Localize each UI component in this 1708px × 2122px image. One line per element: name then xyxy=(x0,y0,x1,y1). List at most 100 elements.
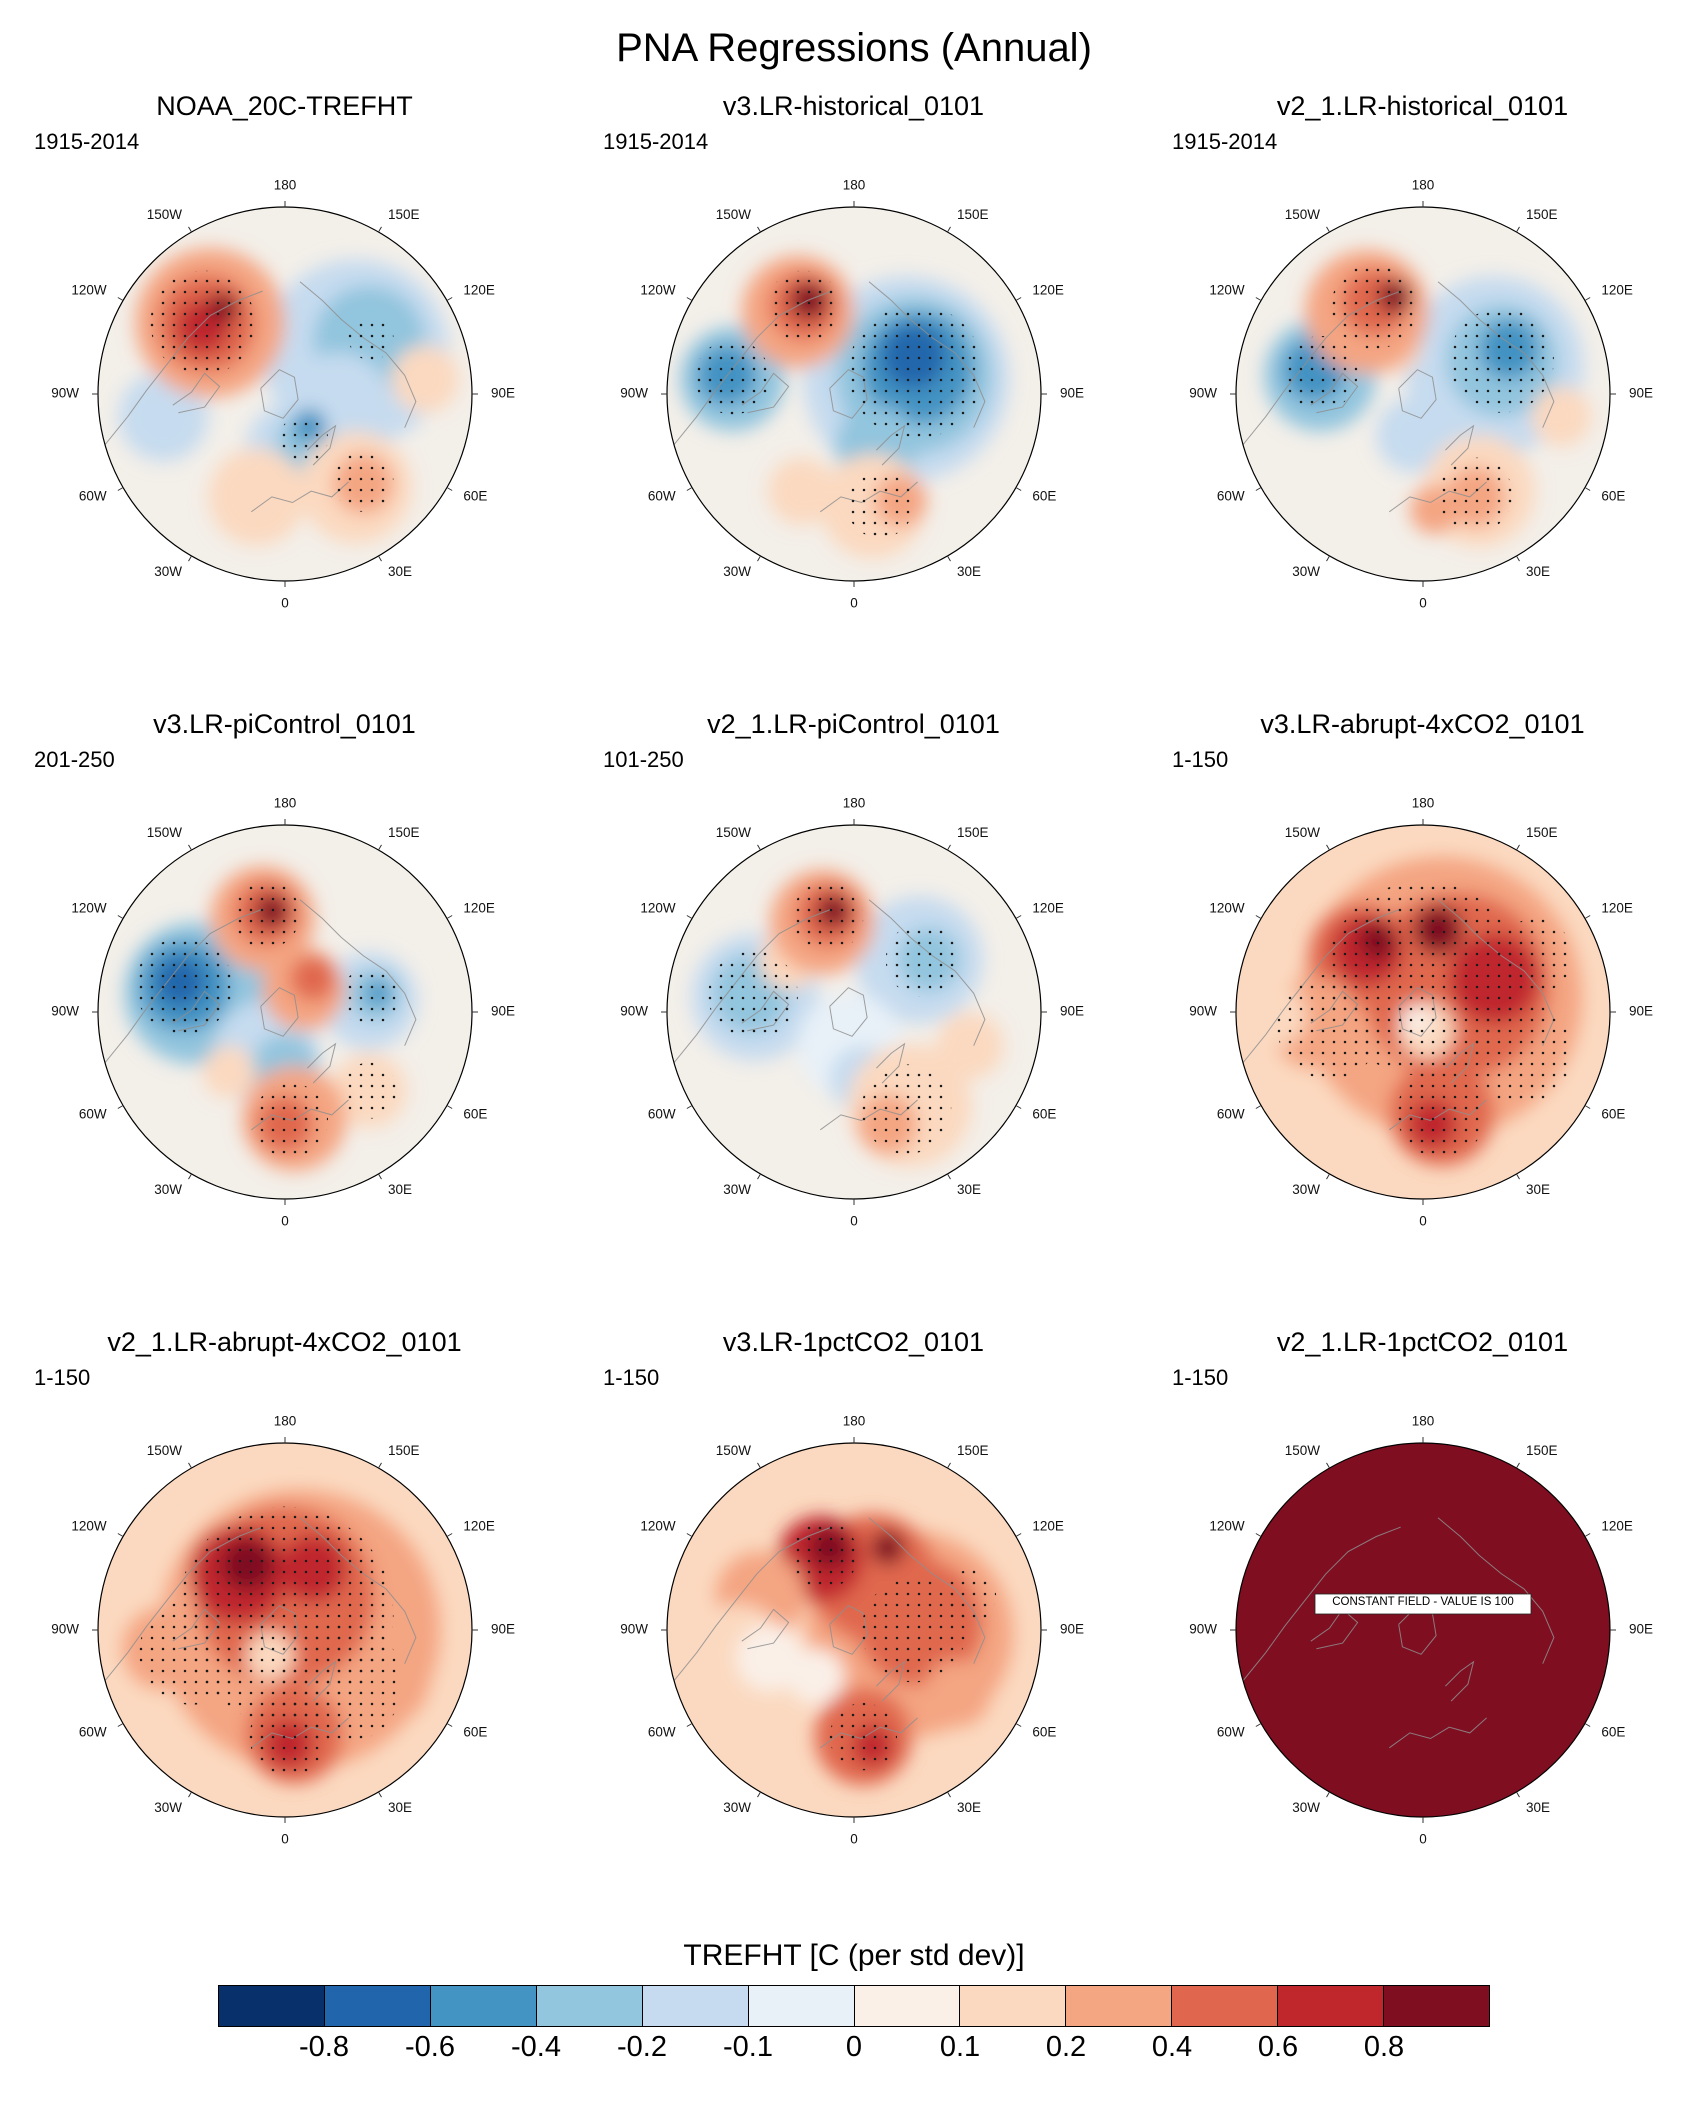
lon-label: 30W xyxy=(1292,564,1320,579)
longitude-labels: 180 150E 120E 90E 60E 30E 0 30W 60W 90W 120W 150W xyxy=(1189,178,1653,611)
lon-label: 150W xyxy=(1284,1443,1320,1458)
longitude-labels: 180 150E 120E 90E 60E 30E 0 30W 60W 90W 120W 150W xyxy=(620,1414,1084,1847)
stipple-layer xyxy=(149,270,393,512)
lon-label: 120E xyxy=(1032,283,1064,298)
lon-label: 120W xyxy=(640,283,676,298)
panels-grid: NOAA_20C-TREFHT 1915-2014 180 150E 120E 90E 60… xyxy=(0,79,1708,1933)
lon-label: 150E xyxy=(957,1443,989,1458)
lon-label: 150W xyxy=(1284,207,1320,222)
stipple-layer xyxy=(138,1506,403,1776)
figure-title: PNA Regressions (Annual) xyxy=(616,26,1092,70)
lon-label: 0 xyxy=(1419,1832,1427,1847)
lon-label: 60W xyxy=(647,489,675,504)
map-fill-layer xyxy=(666,207,1041,581)
lon-label: 120E xyxy=(463,283,495,298)
panel-8: v3.LR-1pctCO2_0101 1-150 180 150E 120E 90E 60E… xyxy=(569,1315,1138,1933)
constant-field-note: CONSTANT FIELD - VALUE IS 100 xyxy=(1314,1593,1531,1615)
colorbar-bar xyxy=(218,1985,1491,2027)
longitude-labels: 180 150E 120E 90E 60E 30E 0 30W 60W 90W 120W 150W xyxy=(51,178,515,611)
colorbar-tick-label: -0.6 xyxy=(405,2031,455,2063)
panel-title: v3.LR-abrupt-4xCO2_0101 xyxy=(1260,709,1585,739)
map-fill-layer xyxy=(97,825,472,1199)
lon-label: 120E xyxy=(463,901,495,916)
lon-label: 150E xyxy=(957,825,989,840)
panel-7: v2_1.LR-abrupt-4xCO2_0101 1-150 180 150E 120… xyxy=(0,1315,569,1933)
lon-label: 90E xyxy=(491,1004,515,1019)
lon-label: 30E xyxy=(957,1800,981,1815)
lon-label: 90W xyxy=(1189,1622,1217,1637)
lon-label: 120W xyxy=(640,901,676,916)
lon-label: 30W xyxy=(1292,1182,1320,1197)
lon-label: 30W xyxy=(723,564,751,579)
stipple-layer xyxy=(789,1521,996,1771)
stipple-layer xyxy=(1276,881,1573,1158)
panel-3: v2_1.LR-historical_0101 1915-2014 180 150E 1… xyxy=(1138,79,1707,697)
lon-label: 30E xyxy=(1526,1182,1550,1197)
lon-label: 30E xyxy=(1526,564,1550,579)
lon-label: 30W xyxy=(154,564,182,579)
lon-label: 60E xyxy=(1032,1725,1056,1740)
lon-label: 30E xyxy=(957,564,981,579)
lon-label: 60E xyxy=(1601,1107,1625,1122)
lon-label: 120E xyxy=(1032,1519,1064,1534)
lon-label: 30W xyxy=(154,1800,182,1815)
lon-label: 120W xyxy=(71,283,107,298)
lon-label: 30E xyxy=(388,1182,412,1197)
panel-title: v2_1.LR-historical_0101 xyxy=(1276,91,1569,121)
lon-label: 0 xyxy=(850,1832,858,1847)
lon-label: 180 xyxy=(842,1414,865,1429)
lon-label: 30E xyxy=(388,1800,412,1815)
panel-title: v2_1.LR-abrupt-4xCO2_0101 xyxy=(107,1327,462,1357)
lon-label: 180 xyxy=(273,796,296,811)
lon-label: 60E xyxy=(463,489,487,504)
panel-6: v3.LR-abrupt-4xCO2_0101 1-150 180 150E 120E 9… xyxy=(1138,697,1707,1315)
constant-field-note-text: CONSTANT FIELD - VALUE IS 100 xyxy=(1332,1596,1514,1608)
map-5: 180 150E 120E 90E 60E 30E 0 30W 60W 90W 120W 150W xyxy=(620,796,1084,1229)
lon-label: 60E xyxy=(463,1107,487,1122)
stipple-layer xyxy=(1282,263,1554,533)
lon-label: 150E xyxy=(388,825,420,840)
lon-label: 120W xyxy=(1209,901,1245,916)
lon-label: 120E xyxy=(1601,901,1633,916)
lon-label: 90W xyxy=(51,1004,79,1019)
lon-label: 60W xyxy=(1216,1107,1244,1122)
colorbar-segment xyxy=(641,1985,749,2027)
map-6: 180 150E 120E 90E 60E 30E 0 30W 60W 90W 120W 150W xyxy=(1189,796,1653,1229)
map-9: 180 150E 120E 90E 60E 30E 0 30W 60W 90W 120W 150W CO… xyxy=(1189,1414,1653,1847)
lon-label: 30E xyxy=(957,1182,981,1197)
map-fill-layer xyxy=(1235,1443,1610,1817)
panel-period: 1915-2014 xyxy=(34,129,140,154)
panel-period: 1915-2014 xyxy=(1172,129,1278,154)
lon-label: 60W xyxy=(78,489,106,504)
map-4: 180 150E 120E 90E 60E 30E 0 30W 60W 90W 120W 150W xyxy=(51,796,515,1229)
map-fill-layer xyxy=(97,1443,472,1817)
longitude-labels: 180 150E 120E 90E 60E 30E 0 30W 60W 90W 120W 150W xyxy=(1189,796,1653,1229)
colorbar-segment xyxy=(853,1985,961,2027)
lon-label: 180 xyxy=(1411,178,1434,193)
panel-5: v2_1.LR-piControl_0101 101-250 180 150E 120E… xyxy=(569,697,1138,1315)
lon-label: 150W xyxy=(146,825,182,840)
lon-label: 150W xyxy=(715,207,751,222)
colorbar-tick-label: 0.8 xyxy=(1363,2031,1405,2063)
lon-label: 120W xyxy=(1209,283,1245,298)
panel-period: 201-250 xyxy=(34,747,115,772)
colorbar-segment xyxy=(1277,1985,1385,2027)
colorbar-ticks: -0.8 -0.6 -0.4 -0.2 -0.1 0 0.1 0.2 0.4 0.6 0.8 xyxy=(218,2031,1490,2069)
colorbar-tick-label: -0.2 xyxy=(617,2031,667,2063)
lon-label: 150E xyxy=(388,1443,420,1458)
colorbar-segment xyxy=(535,1985,643,2027)
lon-label: 120W xyxy=(1209,1519,1245,1534)
lon-label: 0 xyxy=(850,596,858,611)
longitude-labels: 180 150E 120E 90E 60E 30E 0 30W 60W 90W 120W 150W xyxy=(51,796,515,1229)
map-2: 180 150E 120E 90E 60E 30E 0 30W 60W 90W 120W 150W xyxy=(620,178,1084,611)
panel-title: v2_1.LR-piControl_0101 xyxy=(707,709,1000,739)
map-1: 180 150E 120E 90E 60E 30E 0 30W 60W 90W 120W 150W xyxy=(51,178,515,611)
lon-label: 90W xyxy=(51,1622,79,1637)
colorbar-segment xyxy=(747,1985,855,2027)
lon-label: 150E xyxy=(957,207,989,222)
longitude-labels: 180 150E 120E 90E 60E 30E 0 30W 60W 90W 120W 150W xyxy=(1189,1414,1653,1847)
panel-period: 101-250 xyxy=(603,747,684,772)
panel-title: v2_1.LR-1pctCO2_0101 xyxy=(1276,1327,1569,1357)
lon-label: 60W xyxy=(1216,489,1244,504)
